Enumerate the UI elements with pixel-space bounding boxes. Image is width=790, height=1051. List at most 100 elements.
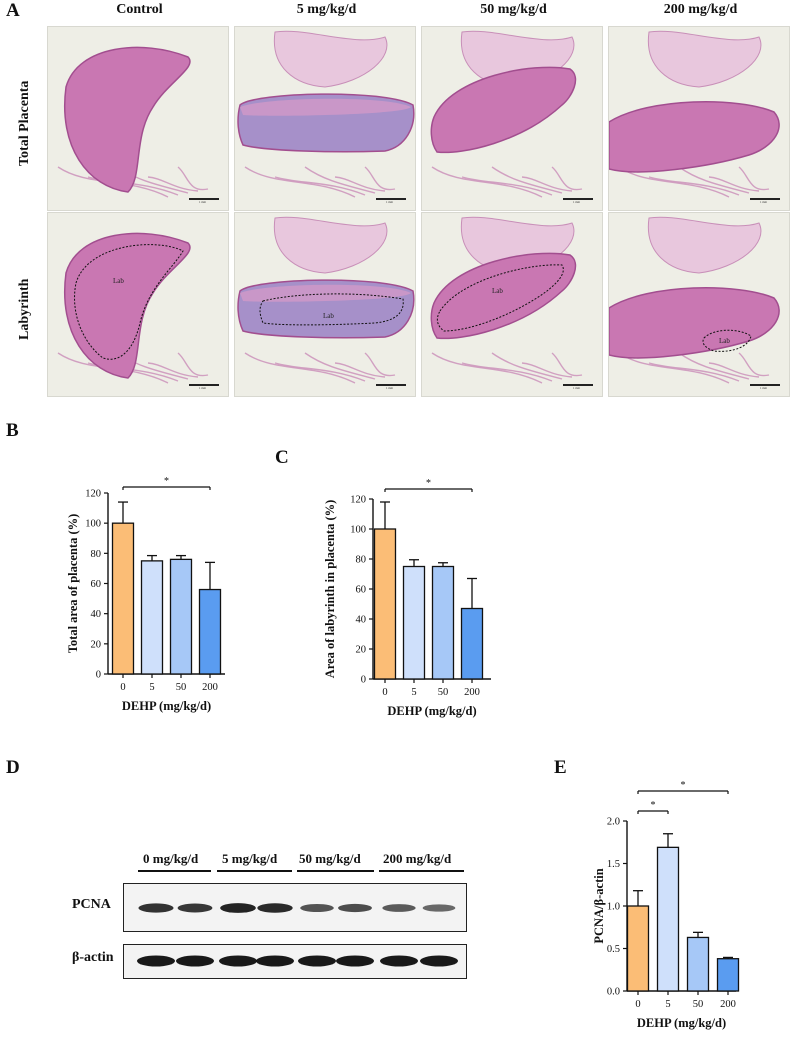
chart-c-svg: 0 20 40 60 80 100 120 0 5 50 200 * DEHP (mg/kg/d) Are…: [323, 478, 491, 718]
histology-svg: [237, 30, 415, 198]
membrane-strand: [521, 362, 573, 378]
bar-5: [140, 560, 164, 675]
histology-svg: [609, 30, 780, 198]
membrane-strand: [551, 166, 583, 191]
x-axis-title: DEHP (mg/kg/d): [387, 704, 476, 718]
y-axis-title: Area of labyrinth in placenta (%): [323, 500, 337, 679]
band-pcna-lane-4: [257, 903, 293, 913]
x-tick-label: 50: [176, 682, 187, 693]
membrane-strand: [708, 176, 760, 192]
scale-bar: [189, 198, 219, 200]
membrane-strand: [274, 176, 366, 196]
panel-letter-b: B: [6, 420, 19, 441]
membrane-strand: [461, 362, 553, 382]
x-tick-label: 5: [411, 687, 416, 698]
band-pcna-lane-2: [177, 903, 213, 913]
band-pcna-lane-5: [300, 904, 334, 912]
membrane-strand: [177, 352, 209, 377]
membrane-strand: [551, 352, 583, 377]
bar-0: [111, 522, 135, 675]
y-tick-label: 60: [356, 585, 367, 596]
wb-group-line-0: [138, 870, 211, 872]
bar-50: [169, 558, 193, 675]
placenta-tissue: [430, 66, 577, 154]
band-pcna-lane-8: [422, 904, 456, 912]
bar-0: [373, 528, 397, 680]
panel-letter-e: E: [554, 757, 567, 778]
band-pcna-lane-7: [382, 904, 416, 912]
panel-letter-c: C: [275, 447, 289, 468]
bar-0: [626, 905, 650, 992]
placenta-tissue: [430, 252, 577, 340]
y-tick-label: 60: [91, 579, 102, 590]
scale-bar-label: 1 mm: [199, 386, 206, 390]
wb-group-label-50: 50 mg/kg/d: [299, 851, 361, 866]
junctional-zone: [240, 284, 411, 302]
y-tick-label: 0.0: [607, 987, 620, 998]
membrane-strand: [521, 176, 573, 192]
histology-svg: Lab: [57, 232, 209, 384]
row-heading-total-placenta: Total Placenta: [17, 80, 32, 166]
y-tick-label: 20: [356, 645, 367, 656]
band-actin-lane-7: [380, 955, 418, 967]
membrane-strand: [244, 352, 356, 384]
membrane-strand: [491, 166, 563, 194]
junctional-zone: [240, 98, 411, 116]
labyrinth-outline: [436, 264, 564, 332]
membrane-strand: [618, 166, 730, 198]
histology-image-total-5: [234, 26, 416, 211]
band-pcna-lane-6: [338, 903, 372, 913]
chart-b: 0 20 40 60 80 100 120 0 5 50 200 * DEHP (mg/kg/d) Tot…: [40, 476, 240, 726]
scale-bar: [750, 198, 780, 200]
membrane-strand: [491, 352, 563, 380]
histology-image-labyrinth-200: Lab: [608, 212, 790, 397]
x-axis-title: DEHP (mg/kg/d): [122, 699, 211, 713]
y-tick-label: 120: [350, 495, 366, 506]
y-tick-label: 1.5: [607, 859, 620, 870]
membrane-strand: [738, 352, 770, 377]
placenta-tissue: [609, 287, 780, 359]
significance-star: *: [681, 780, 686, 791]
membrane-strand: [334, 362, 386, 378]
histology-svg: [57, 46, 209, 198]
significance-star: *: [651, 800, 656, 811]
bar-200: [198, 588, 222, 675]
x-tick-label: 5: [665, 999, 670, 1010]
x-tick-label: 200: [720, 999, 736, 1010]
y-tick-label: 40: [91, 609, 102, 620]
panel-letter-d: D: [6, 757, 20, 778]
column-heading-control: Control: [116, 2, 163, 17]
labyrinth-label: Lab: [492, 287, 503, 295]
scale-bar-label: 1 mm: [386, 200, 393, 204]
band-actin-lane-6: [336, 955, 374, 967]
membrane-strand: [431, 352, 543, 384]
y-tick-label: 0: [96, 670, 101, 681]
wb-group-line-5: [217, 870, 292, 872]
membrane-strand: [244, 166, 356, 198]
wb-group-label-0: 0 mg/kg/d: [143, 851, 199, 866]
decidua-region: [273, 216, 388, 274]
labyrinth-outline: [259, 293, 404, 326]
membrane-strand: [708, 362, 760, 378]
x-tick-label: 0: [120, 682, 125, 693]
scale-bar: [750, 384, 780, 386]
histology-svg: Lab: [609, 216, 780, 384]
membrane-strand: [147, 176, 199, 192]
x-tick-label: 200: [202, 682, 218, 693]
membrane-strand: [738, 166, 770, 191]
x-tick-label: 50: [693, 999, 704, 1010]
membrane-strand: [648, 176, 740, 196]
membrane-strand: [177, 166, 209, 191]
membrane-strand: [431, 166, 543, 198]
scale-bar-label: 1 mm: [573, 386, 580, 390]
y-tick-label: 0: [361, 675, 366, 686]
membrane-strand: [648, 362, 740, 382]
y-tick-label: 2.0: [607, 817, 620, 828]
bar-5: [656, 846, 680, 992]
decidua-region: [647, 30, 762, 88]
y-tick-label: 40: [356, 615, 367, 626]
membrane-strand: [274, 362, 366, 382]
membrane-strand: [147, 362, 199, 378]
band-actin-lane-4: [256, 955, 294, 967]
y-tick-label: 80: [356, 555, 367, 566]
